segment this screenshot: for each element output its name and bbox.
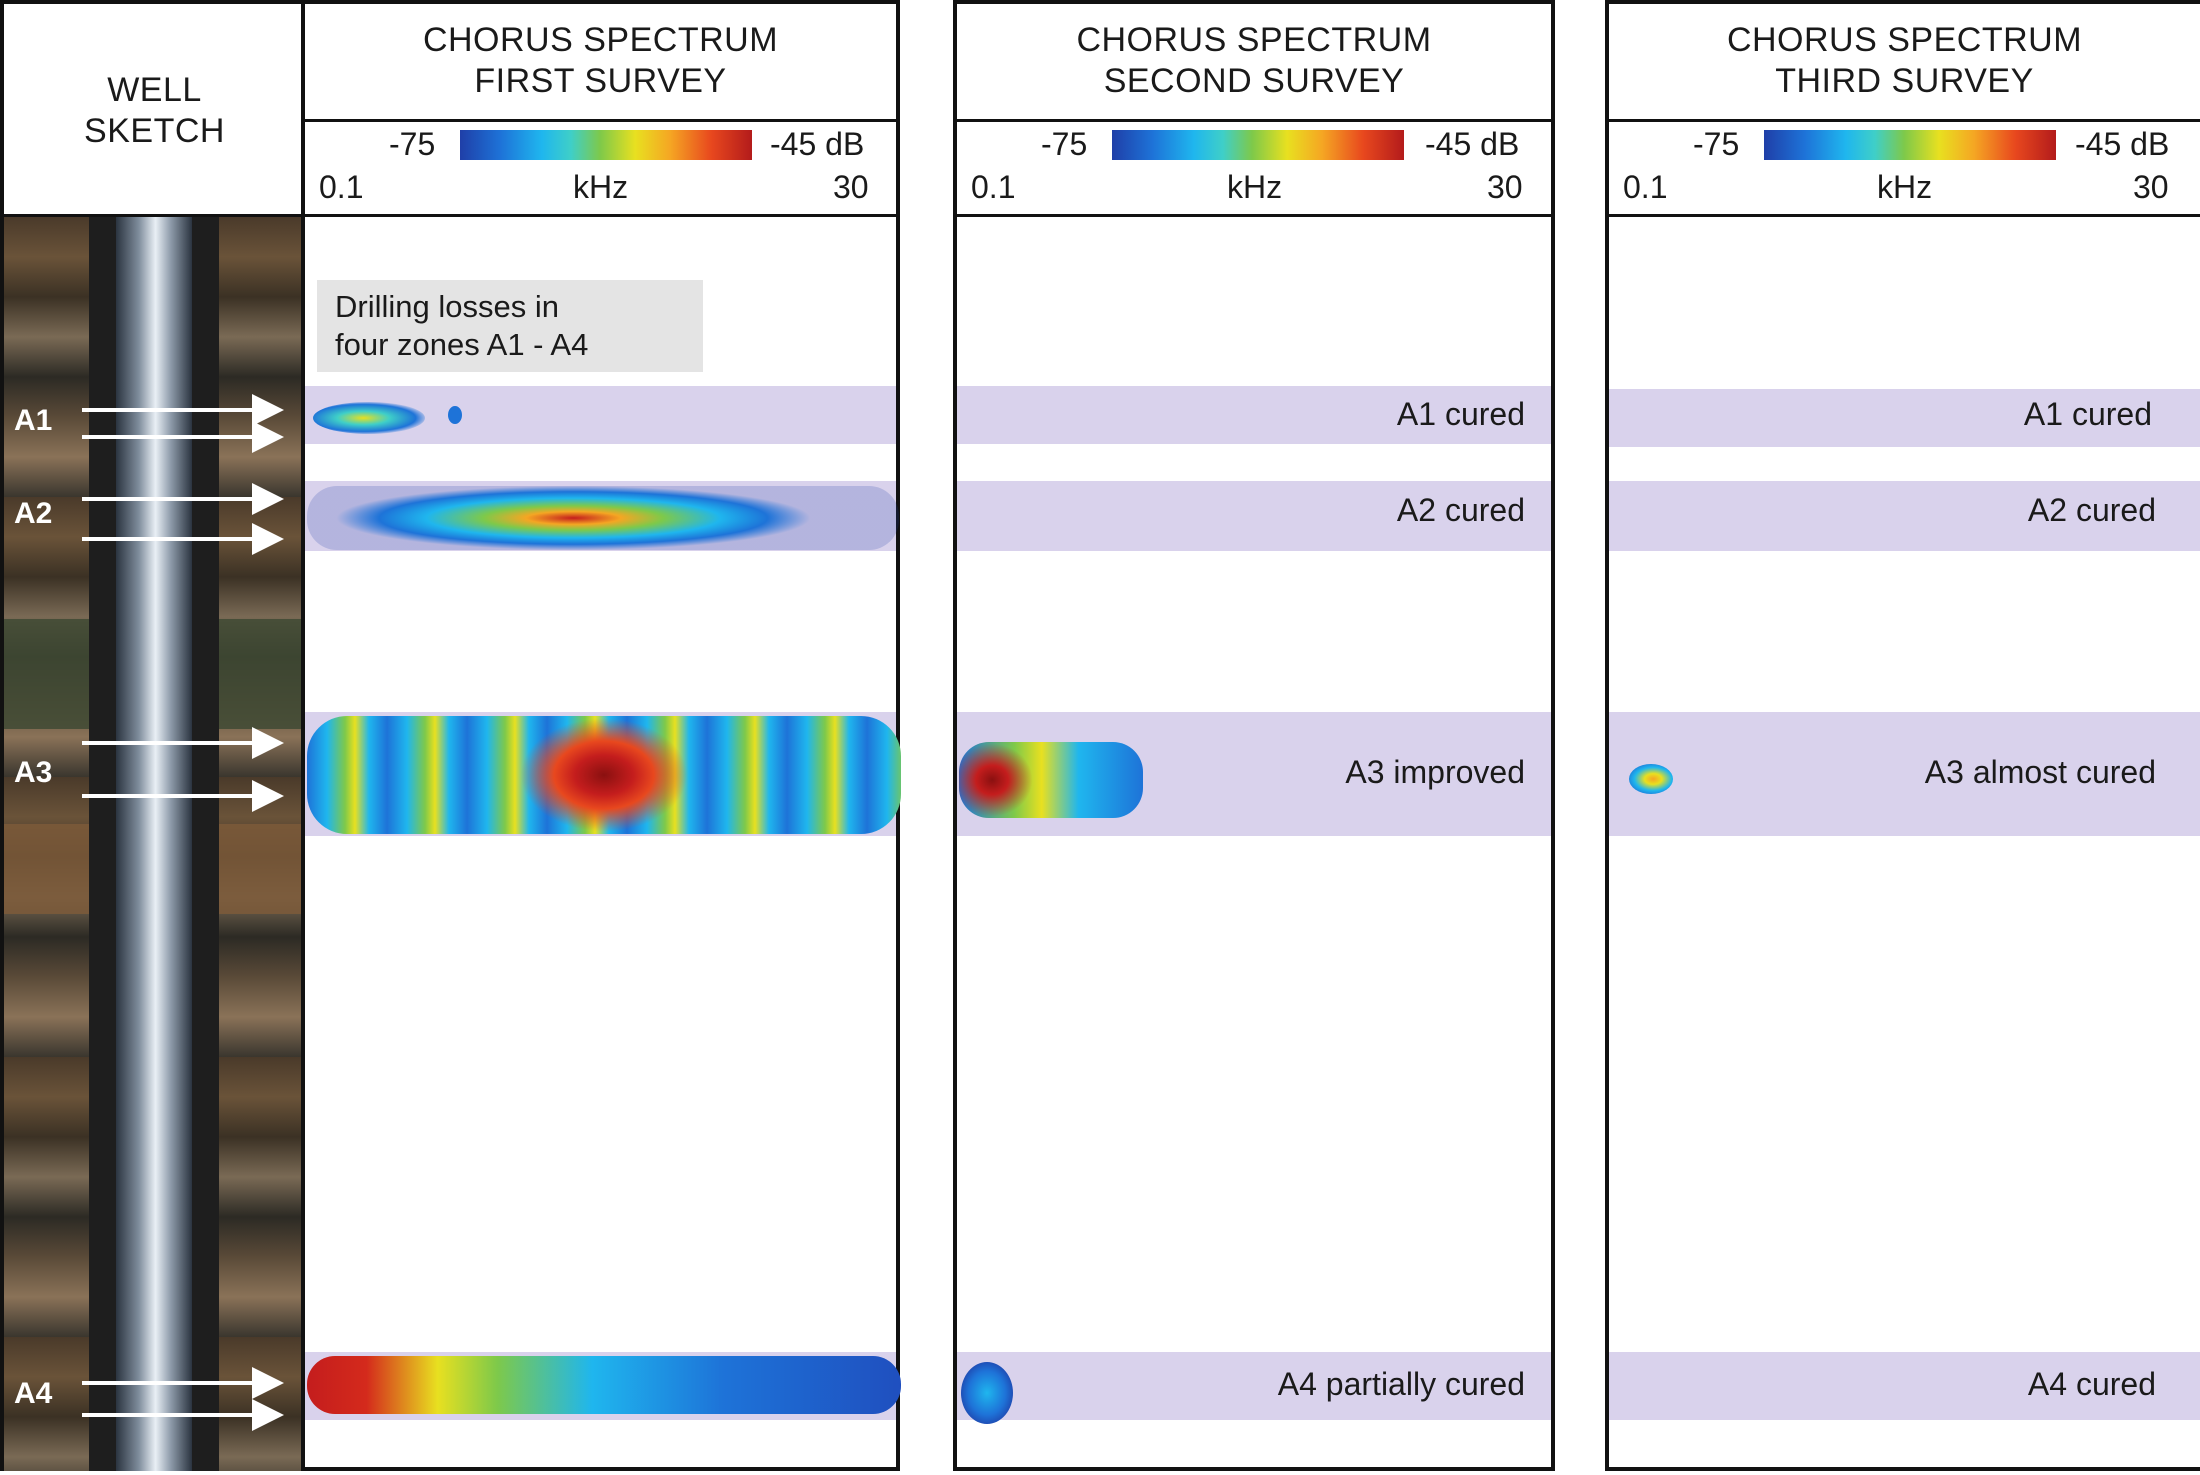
zone-band-a3 [1609, 712, 2200, 836]
freq-max: 30 [1487, 169, 1523, 205]
spectrum-a2 [307, 486, 899, 550]
spectrum-a4 [961, 1362, 1013, 1424]
panel-title: CHORUS SPECTRUM SECOND SURVEY [1076, 21, 1432, 100]
zone-band-a2 [1609, 481, 2200, 551]
spectrum-a1-dot [448, 406, 462, 424]
survey-panel-first: CHORUS SPECTRUM FIRST SURVEY -75 -45 dB … [301, 0, 901, 1471]
color-scale-bar [460, 130, 752, 160]
color-scale-bar [1112, 130, 1404, 160]
spectrum-a3 [307, 716, 901, 834]
freq-min: 0.1 [971, 169, 1016, 205]
freq-min: 0.1 [319, 169, 364, 205]
zone-status-a3: A3 almost cured [1924, 754, 2156, 790]
title-divider [305, 119, 896, 122]
survey-panel-second: CHORUS SPECTRUM SECOND SURVEY -75 -45 dB… [953, 0, 1555, 1471]
flow-arrows [82, 394, 284, 1431]
zone-band-a4 [957, 1352, 1551, 1420]
freq-max: 30 [2133, 169, 2169, 205]
scale-min: -75 [1693, 126, 1740, 162]
zone-label-a1: A1 [14, 404, 53, 437]
zone-band-a2 [957, 481, 1551, 551]
header-divider [4, 214, 305, 217]
freq-unit: kHz [1877, 169, 1933, 205]
zone-band-a4 [1609, 1352, 2200, 1420]
zone-status-a4: A4 partially cured [1277, 1366, 1525, 1402]
freq-min: 0.1 [1623, 169, 1668, 205]
header-divider [957, 214, 1551, 217]
title-divider [957, 119, 1551, 122]
zone-band-a1 [957, 386, 1551, 444]
well-sketch-panel: WELL SKETCH A1 A2 A3 A4 [0, 0, 305, 1471]
well-pipe [116, 217, 192, 1471]
title-divider [1609, 119, 2200, 122]
scale-max: -45 dB [2075, 126, 2170, 162]
header-divider [1609, 214, 2200, 217]
zone-label-a2: A2 [14, 497, 53, 530]
spectrum-a3 [1629, 764, 1673, 794]
well-sketch-title: WELL SKETCH [84, 71, 225, 150]
freq-unit: kHz [573, 169, 629, 205]
freq-unit: kHz [1227, 169, 1283, 205]
annotation-box: Drilling losses in four zones A1 - A4 [317, 280, 703, 372]
freq-max: 30 [833, 169, 869, 205]
zone-label-a3: A3 [14, 756, 53, 789]
zone-band-a1 [1609, 389, 2200, 447]
color-scale-bar [1764, 130, 2056, 160]
zone-label-a4: A4 [14, 1377, 53, 1410]
scale-max: -45 dB [1425, 126, 1520, 162]
scale-min: -75 [389, 126, 436, 162]
zone-status-a1: A1 cured [1396, 396, 1525, 432]
scale-max: -45 dB [770, 126, 865, 162]
panel-title: CHORUS SPECTRUM THIRD SURVEY [1726, 21, 2083, 100]
panel-title: CHORUS SPECTRUM FIRST SURVEY [422, 21, 779, 100]
spectrum-a1 [313, 402, 425, 434]
spectrum-a4 [307, 1356, 901, 1414]
survey-panel-third: CHORUS SPECTRUM THIRD SURVEY -75 -45 dB … [1605, 0, 2200, 1471]
zone-status-a3: A3 improved [1345, 754, 1525, 790]
scale-min: -75 [1041, 126, 1088, 162]
zone-status-a1: A1 cured [2023, 396, 2152, 432]
spectrum-a3 [959, 742, 1143, 818]
header-divider [305, 214, 896, 217]
zone-status-a4: A4 cured [2027, 1366, 2156, 1402]
zone-status-a2: A2 cured [1396, 492, 1525, 528]
zone-status-a2: A2 cured [2027, 492, 2156, 528]
